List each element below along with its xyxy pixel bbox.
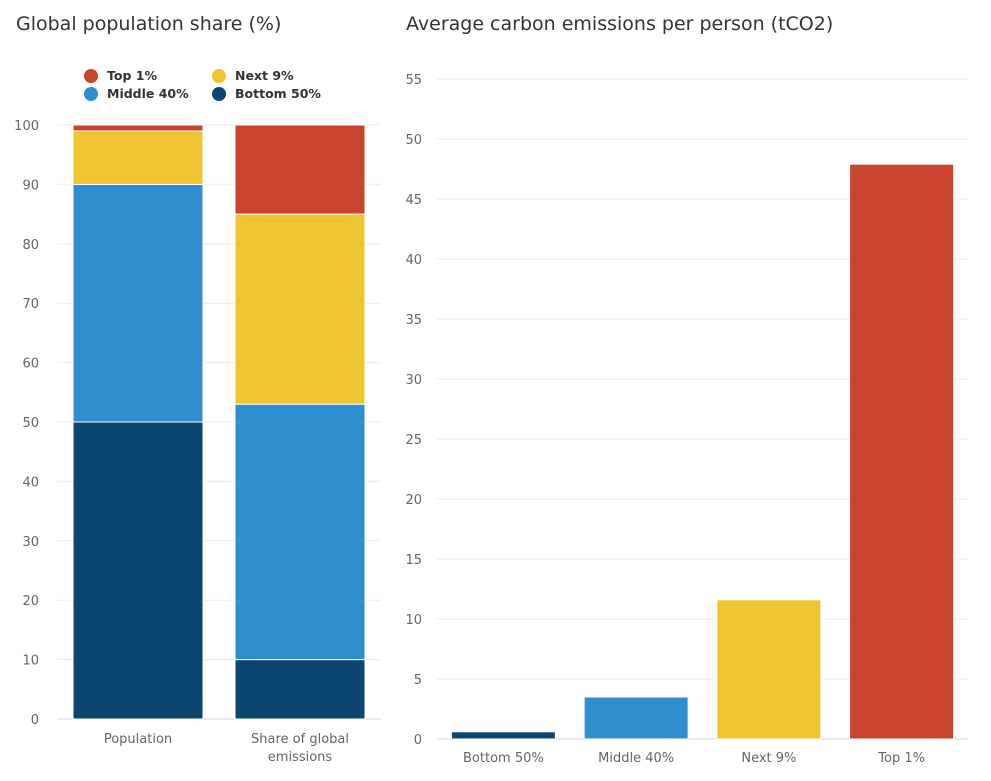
y-tick-label: 60	[22, 357, 39, 372]
bar-segment-bottom50	[72, 421, 204, 720]
left-chart-title: Global population share (%)	[16, 13, 282, 35]
bar-segment-middle40	[234, 403, 366, 661]
legend-dot-bottom50	[212, 86, 226, 101]
y-tick-label: 20	[22, 594, 39, 609]
y-tick-label: 50	[22, 416, 39, 431]
legend-label: Top 1%	[107, 68, 157, 83]
y-tick-label: 0	[31, 713, 39, 728]
bar-segment-middle40	[72, 183, 204, 423]
bar-segment-top1	[234, 124, 366, 215]
x-tick-label: Share of global	[251, 732, 349, 747]
y-tick-label: 80	[22, 238, 39, 253]
y-tick-label: 90	[22, 178, 39, 193]
x-tick-label: Population	[104, 732, 172, 747]
y-tick-label: 100	[14, 119, 39, 134]
legend-dot-next9	[212, 68, 226, 83]
x-tick-label: emissions	[268, 750, 333, 765]
legend-dot-top1	[84, 68, 98, 83]
bar-segment-next9	[234, 213, 366, 405]
legend: Top 1% Next 9% Middle 40% Bottom 50%	[84, 68, 364, 108]
legend-label: Next 9%	[235, 68, 294, 83]
y-tick-label: 70	[22, 297, 39, 312]
legend-item-next9[interactable]: Next 9%	[212, 68, 294, 83]
bar-segment-next9	[72, 130, 204, 185]
y-tick-label: 10	[22, 654, 39, 669]
y-tick-label: 30	[22, 535, 39, 550]
legend-item-middle40[interactable]: Middle 40%	[84, 86, 189, 101]
bar-segment-bottom50	[234, 659, 366, 720]
right-chart-title: Average carbon emissions per person (tCO…	[406, 13, 834, 35]
bar-segment-top1	[72, 124, 204, 132]
legend-dot-middle40	[84, 86, 98, 101]
legend-item-bottom50[interactable]: Bottom 50%	[212, 86, 321, 101]
legend-label: Bottom 50%	[235, 86, 321, 101]
legend-label: Middle 40%	[107, 86, 189, 101]
legend-item-top1[interactable]: Top 1%	[84, 68, 157, 83]
y-tick-label: 40	[22, 475, 39, 490]
